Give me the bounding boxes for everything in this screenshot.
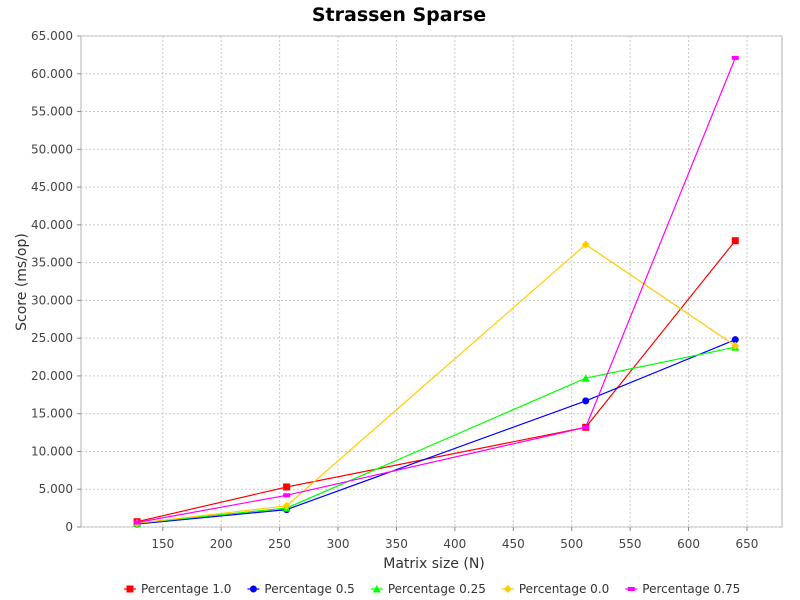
x-tick-label: 500	[560, 537, 583, 551]
y-axis-label: Score (ms/op)	[14, 233, 30, 331]
y-tick-label: 5.000	[39, 482, 73, 496]
legend-label: Percentage 0.5	[264, 582, 354, 596]
data-point	[283, 483, 291, 491]
data-point	[282, 501, 291, 510]
y-tick-label: 10.000	[31, 444, 73, 458]
series-line	[136, 240, 736, 523]
series-line	[137, 346, 736, 524]
legend-label: Percentage 1.0	[141, 582, 231, 596]
x-tick-label: 450	[502, 537, 525, 551]
data-point	[731, 237, 739, 245]
legend-label: Percentage 0.0	[519, 582, 609, 596]
legend-marker	[503, 585, 512, 593]
series-line	[137, 243, 736, 524]
plot-area	[80, 35, 783, 528]
x-tick-label: 250	[268, 537, 291, 551]
series-line	[137, 339, 736, 525]
y-tick-label: 65.000	[31, 29, 73, 43]
legend-marker	[627, 587, 635, 591]
x-tick-label: 200	[210, 537, 233, 551]
y-tick-label: 35.000	[31, 256, 73, 270]
legend-item: Percentage 0.5	[247, 582, 355, 596]
x-tick-label: 150	[151, 537, 174, 551]
y-tick-label: 40.000	[31, 218, 73, 232]
y-tick-label: 55.000	[31, 105, 73, 119]
y-tick-label: 50.000	[31, 142, 73, 156]
data-point	[582, 397, 590, 405]
grid	[81, 35, 782, 528]
legend-item: Percentage 1.0	[124, 582, 231, 596]
series-group	[133, 55, 740, 528]
data-point	[133, 520, 141, 525]
x-axis-label: Matrix size (N)	[383, 556, 485, 572]
x-tick-label: 300	[327, 537, 350, 551]
legend-marker	[372, 585, 381, 593]
y-tick-label: 30.000	[31, 293, 73, 307]
legend-item: Percentage 0.25	[370, 582, 486, 596]
y-tick-label: 45.000	[31, 180, 73, 194]
legend-item: Percentage 0.75	[625, 582, 740, 596]
legend-label: Percentage 0.25	[388, 582, 486, 596]
x-tick-label: 400	[443, 537, 466, 551]
y-tick-label: 25.000	[31, 331, 73, 345]
data-point	[731, 55, 739, 60]
series-4	[133, 55, 739, 525]
legend-marker	[249, 585, 257, 593]
x-tick-label: 350	[385, 537, 408, 551]
y-tick-label: 15.000	[31, 407, 73, 421]
data-point	[731, 341, 740, 350]
legend-label: Percentage 0.75	[642, 582, 740, 596]
x-tick-label: 600	[677, 537, 700, 551]
legend-item: Percentage 0.0	[501, 582, 609, 596]
data-point	[731, 336, 739, 344]
series-line	[136, 57, 736, 524]
y-tick-label: 60.000	[31, 67, 73, 81]
x-tick-label: 650	[735, 537, 758, 551]
y-tick-label: 0	[65, 520, 73, 534]
data-point	[582, 425, 590, 430]
y-axis: 0 5.000 10.000 15.000 20.000 25.000 30.000 35.0…	[31, 29, 81, 534]
data-point	[581, 374, 590, 382]
x-tick-label: 550	[619, 537, 642, 551]
chart-title: Strassen Sparse	[312, 4, 486, 26]
data-point	[283, 493, 291, 498]
legend-marker	[126, 585, 134, 593]
data-point	[581, 240, 590, 249]
legend: Percentage 1.0 Percentage 0.5 Percentage 0…	[124, 582, 740, 596]
y-tick-label: 20.000	[31, 369, 73, 383]
x-axis: 150 200 250 300 350 400 450 500 550 600 650	[151, 527, 758, 551]
